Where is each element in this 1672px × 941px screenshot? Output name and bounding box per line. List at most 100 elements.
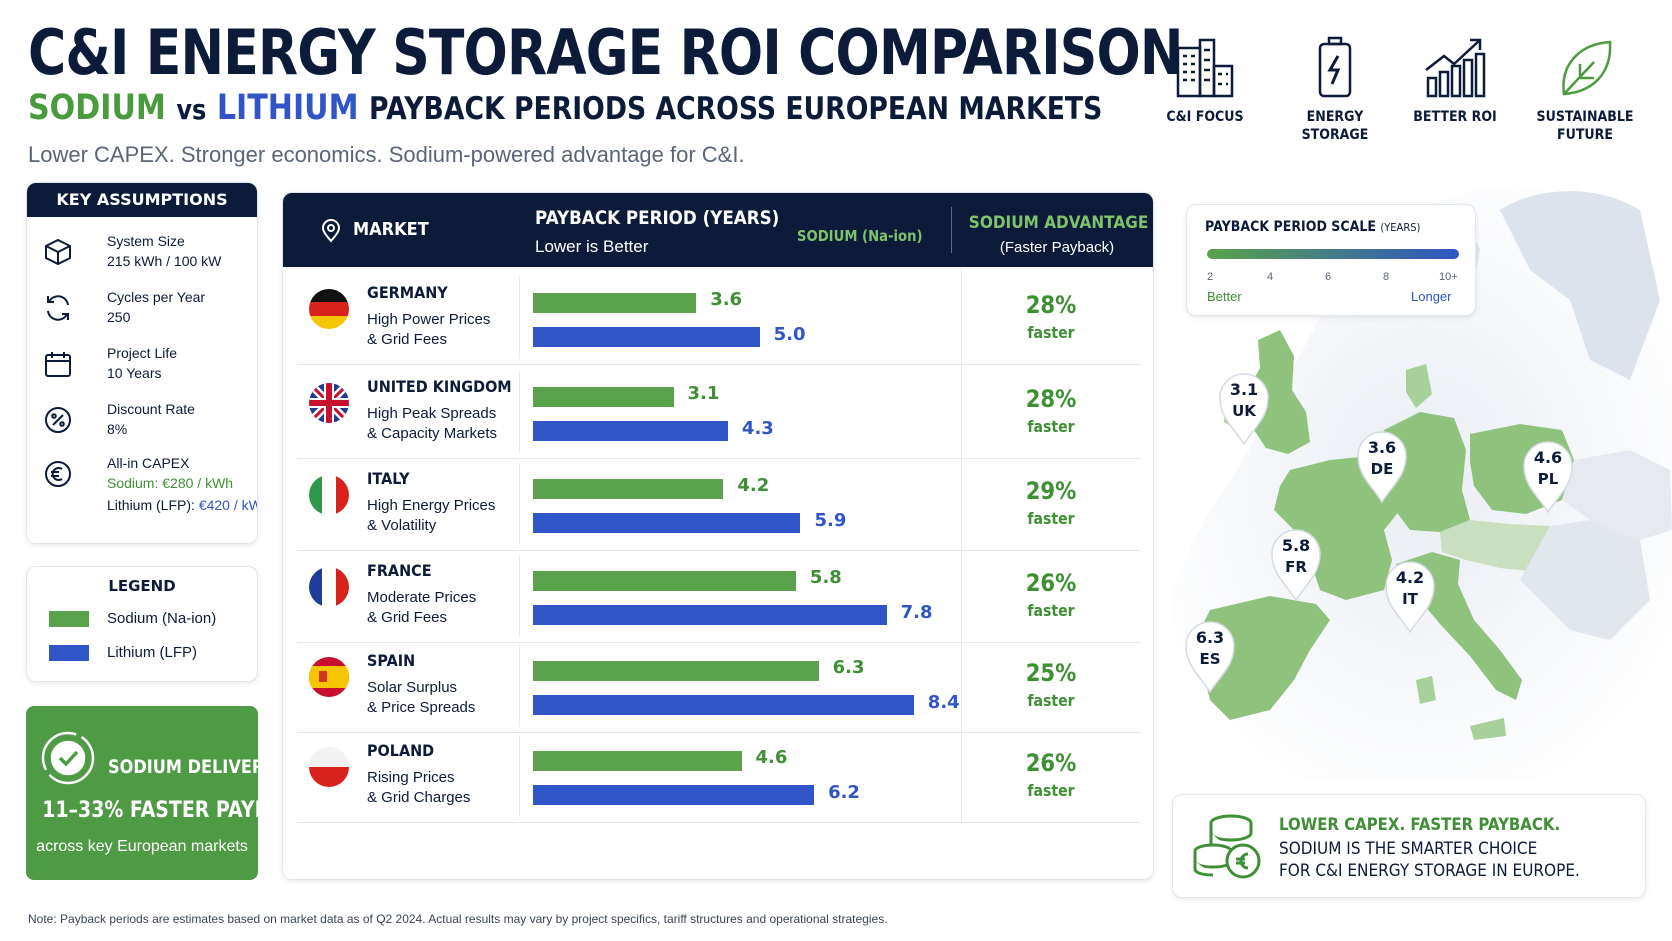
map-pin-icon <box>1185 621 1235 694</box>
assumptions-title: KEY ASSUMPTIONS <box>27 183 257 217</box>
scale-tick: 10+ <box>1439 271 1458 283</box>
lithium-bar-label: 5.0 <box>773 324 806 345</box>
market-row: GERMANY High Power Prices & Grid Fees 3.6 5.… <box>297 269 1141 365</box>
sodium-bar-label: 4.2 <box>737 475 770 496</box>
market-driver-1: Rising Prices <box>367 769 455 786</box>
sodium-bar <box>533 387 674 407</box>
market-driver-2: & Grid Fees <box>367 331 448 348</box>
assumption-label: All-in CAPEX <box>107 455 190 471</box>
sodium-bar <box>533 293 697 313</box>
cube-icon <box>45 238 71 266</box>
tagline: Lower CAPEX. Stronger economics. Sodium-… <box>28 142 745 167</box>
assumption-system-size: System Size 215 kWh / 100 kW <box>43 233 253 285</box>
lower-is-better: Lower is Better <box>535 237 649 256</box>
assumption-discount-rate: Discount Rate 8% <box>43 401 253 453</box>
advantage-faster: faster <box>1027 691 1075 710</box>
advantage-faster: faster <box>1027 601 1075 620</box>
calendar-icon <box>45 352 71 377</box>
advantage-percent: 25% <box>1025 659 1077 687</box>
feature-energy-storage: ENERGY STORAGE <box>1270 34 1400 144</box>
germany-flag-icon <box>308 288 350 330</box>
sodium-bar-label: 5.8 <box>809 567 842 588</box>
footnote: Note: Payback periods are estimates base… <box>28 912 888 926</box>
market-row: UNITED KINGDOM High Peak Spreads & Capacit… <box>297 363 1141 459</box>
map-pin-icon <box>1523 441 1573 514</box>
advantage-percent: 28% <box>1025 291 1077 319</box>
map-pin-de: 3.6 DE <box>1354 426 1410 504</box>
euro-icon <box>45 461 71 487</box>
feature-sustainable: SUSTAINABLE FUTURE <box>1520 34 1650 144</box>
market-driver-1: High Peak Spreads <box>367 405 497 422</box>
coins-euro-icon <box>1193 814 1261 879</box>
advantage-column-sub: (Faster Payback) <box>999 239 1115 256</box>
lithium-bar <box>533 785 815 805</box>
assumption-value: 215 kWh / 100 kW <box>107 253 222 269</box>
lithium-bar <box>533 605 887 625</box>
map-pin-fr: 5.8 FR <box>1268 524 1324 602</box>
lithium-bar <box>533 327 760 347</box>
bottom-headline: LOWER CAPEX. FASTER PAYBACK. <box>1279 815 1561 835</box>
subtitle-rest: PAYBACK PERIODS ACROSS EUROPEAN MARKETS <box>369 91 1103 127</box>
feature-label: SUSTAINABLE FUTURE <box>1536 109 1634 143</box>
battery-icon <box>1318 36 1352 98</box>
map-pin-it: 4.2 IT <box>1382 556 1438 634</box>
market-driver-2: & Price Spreads <box>367 699 476 716</box>
lithium-bar-label: 7.8 <box>900 602 933 623</box>
payback-chart: MARKET PAYBACK PERIOD (YEARS) Lower is B… <box>282 192 1154 880</box>
advantage-percent: 26% <box>1025 569 1077 597</box>
lithium-bar-label: 4.3 <box>741 418 774 439</box>
sodium-bar <box>533 751 742 771</box>
row-divider <box>519 371 520 453</box>
lithium-bar-label: 6.2 <box>828 782 860 803</box>
spain-flag-icon <box>309 657 349 697</box>
legend-title: LEGEND <box>108 577 176 595</box>
sodium-column-label: SODIUM (Na-ion) <box>797 227 923 245</box>
market-driver-1: High Power Prices <box>367 311 491 328</box>
market-name: UNITED KINGDOM <box>367 377 512 396</box>
sodium-bar <box>533 661 819 681</box>
assumption-project-life: Project Life 10 Years <box>43 345 253 397</box>
market-name: FRANCE <box>367 561 432 580</box>
smarter-choice-box: LOWER CAPEX. FASTER PAYBACK. SODIUM IS T… <box>1172 794 1646 898</box>
legend-label-sodium: Sodium (Na-ion) <box>107 610 217 627</box>
market-row: POLAND Rising Prices & Grid Charges 4.6 6.2 2… <box>297 727 1141 823</box>
market-driver-2: & Capacity Markets <box>367 425 498 442</box>
payback-scale-card: PAYBACK PERIOD SCALE (YEARS) 2 4 6 8 10+… <box>1186 204 1476 316</box>
assumption-value: 8% <box>107 421 128 437</box>
sodium-bar-label: 6.3 <box>832 657 865 678</box>
feature-label: BETTER ROI <box>1413 109 1497 125</box>
location-pin-icon <box>321 219 341 243</box>
map-pin-code: PL <box>1537 470 1559 488</box>
map-pin-icon <box>1219 373 1269 446</box>
market-column-header: MARKET <box>353 219 429 240</box>
feature-label: C&I FOCUS <box>1166 109 1244 125</box>
bottom-line-2: FOR C&I ENERGY STORAGE IN EUROPE. <box>1279 861 1580 881</box>
lithium-bar-label: 8.4 <box>927 692 960 713</box>
legend-swatch-lithium <box>49 645 89 661</box>
row-divider <box>519 555 520 637</box>
france-flag-icon <box>309 567 349 607</box>
page-subtitle: SODIUM vs LITHIUM PAYBACK PERIODS ACROSS… <box>28 88 1102 128</box>
market-driver-2: & Grid Fees <box>367 609 448 626</box>
legend-label-lithium: Lithium (LFP) <box>107 644 198 661</box>
market-name: SPAIN <box>367 651 416 670</box>
advantage-faster: faster <box>1027 781 1075 800</box>
map-pin-value: 4.2 <box>1395 568 1425 587</box>
market-name: ITALY <box>367 469 410 488</box>
subtitle-sodium: SODIUM <box>28 88 166 128</box>
market-driver-2: & Volatility <box>367 517 437 534</box>
assumption-capex: All-in CAPEX Sodium: €280 / kWh Lithium … <box>43 455 257 525</box>
key-assumptions-panel: KEY ASSUMPTIONS System Size 215 kWh / 10… <box>26 182 258 544</box>
scale-better: Better <box>1207 289 1242 304</box>
market-name: GERMANY <box>367 283 448 302</box>
chart-header: MARKET PAYBACK PERIOD (YEARS) Lower is B… <box>283 193 1153 267</box>
map-pin-pl: 4.6 PL <box>1520 436 1576 514</box>
assumption-value: 250 <box>107 309 131 325</box>
lithium-bar <box>533 421 728 441</box>
subtitle-lithium: LITHIUM <box>216 88 359 128</box>
sodium-bar-label: 3.1 <box>687 383 720 404</box>
assumption-label: Cycles per Year <box>107 289 206 305</box>
market-driver-1: Solar Surplus <box>367 679 458 696</box>
sodium-bar <box>533 571 796 591</box>
market-driver-1: Moderate Prices <box>367 589 477 606</box>
